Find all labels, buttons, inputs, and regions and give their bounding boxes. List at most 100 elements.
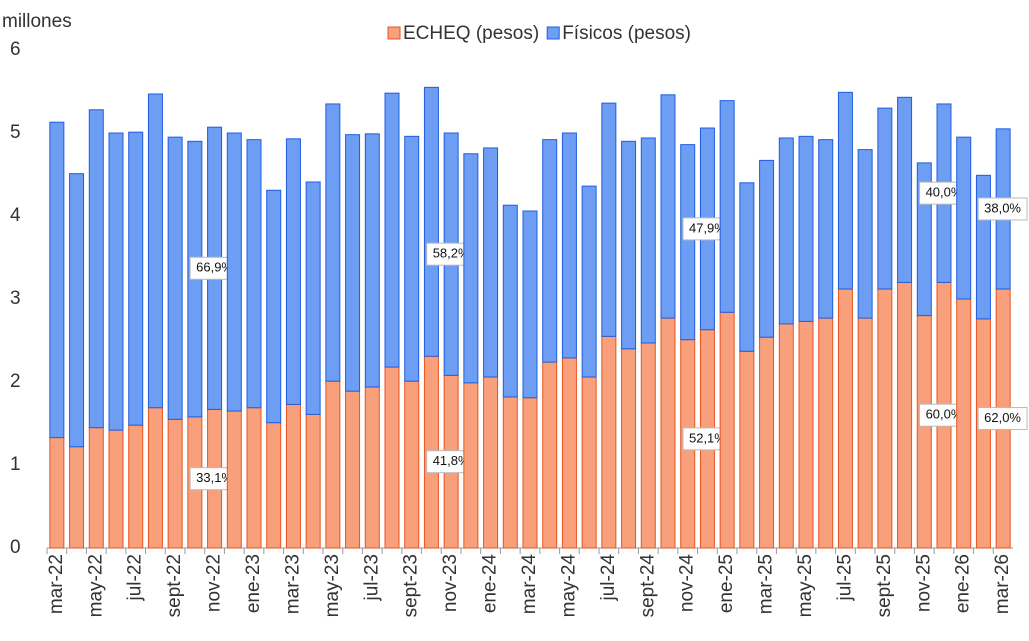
bar-segment xyxy=(640,342,656,549)
bar-segment xyxy=(640,137,656,344)
bar-segment xyxy=(167,136,183,420)
x-tick-label: nov-25 xyxy=(913,554,934,612)
bar-segment xyxy=(325,103,341,382)
x-tick-label: jul-22 xyxy=(125,554,146,601)
bar-segment xyxy=(69,446,85,549)
legend-label: ECHEQ (pesos) xyxy=(403,23,539,44)
bar-segment xyxy=(798,320,814,549)
bar-segment xyxy=(778,323,794,549)
share-label: 47,9% xyxy=(689,220,726,235)
bar-segment xyxy=(719,311,735,549)
bar-segment xyxy=(147,407,163,549)
x-tick-label: ene-23 xyxy=(243,554,264,613)
bar-segment xyxy=(502,396,518,549)
bar-segment xyxy=(246,407,262,549)
x-tick-label: nov-22 xyxy=(204,554,225,612)
bar-segment xyxy=(818,317,834,549)
y-tick-label: 0 xyxy=(10,537,21,558)
y-tick-label: 2 xyxy=(10,371,21,392)
x-tick-label: may-23 xyxy=(322,554,343,617)
bar-segment xyxy=(364,133,380,388)
share-label: 33,1% xyxy=(196,470,233,485)
x-tick-label: ene-24 xyxy=(480,554,501,614)
x-tick-label: sept-23 xyxy=(401,554,422,617)
x-tick-label: sept-25 xyxy=(874,554,895,617)
share-label: 62,0% xyxy=(984,410,1021,425)
bar-segment xyxy=(226,132,242,412)
bar-segment xyxy=(502,204,518,398)
bar-segment xyxy=(364,386,380,549)
bar-segment xyxy=(956,298,972,549)
share-label-box xyxy=(977,407,1028,431)
share-label: 40,0% xyxy=(926,185,963,200)
bar-segment xyxy=(916,315,932,549)
bar-segment xyxy=(778,137,794,325)
bar-segment xyxy=(88,427,104,549)
bar-segment xyxy=(601,335,617,549)
bar-segment xyxy=(285,138,301,405)
bar-segment xyxy=(897,96,913,283)
bar-segment xyxy=(226,410,242,549)
bar-segment xyxy=(581,376,597,549)
y-tick-label: 4 xyxy=(10,205,21,226)
bar-segment xyxy=(837,288,853,549)
bar-segment xyxy=(305,413,321,549)
share-label: 66,9% xyxy=(196,260,233,275)
bar-segment xyxy=(108,429,124,549)
share-label: 38,0% xyxy=(984,200,1021,215)
bar-segment xyxy=(877,288,893,549)
bar-segment xyxy=(49,121,65,439)
bar-segment xyxy=(601,102,617,337)
x-tick-label: ene-25 xyxy=(716,554,737,613)
x-tick-label: sept-24 xyxy=(637,554,658,618)
bar-segment xyxy=(660,317,676,549)
bar-segment xyxy=(719,100,735,313)
bar-segment xyxy=(857,317,873,549)
bar-segment xyxy=(975,318,991,549)
x-tick-label: nov-24 xyxy=(677,554,698,613)
x-tick-label: mar-26 xyxy=(992,554,1013,614)
bar-segment xyxy=(384,92,400,368)
bar-segment xyxy=(542,139,558,363)
bar-segment xyxy=(305,181,321,415)
x-tick-label: sept-22 xyxy=(164,554,185,617)
legend-label: Físicos (pesos) xyxy=(562,23,691,44)
x-tick-label: may-25 xyxy=(795,554,816,617)
bar-segment xyxy=(345,134,361,392)
bar-segment xyxy=(404,380,420,549)
bar-segment xyxy=(897,281,913,549)
bar-segment xyxy=(877,107,893,290)
x-tick-label: jul-24 xyxy=(598,554,619,602)
bar-segment xyxy=(246,139,262,409)
x-tick-label: mar-25 xyxy=(756,554,777,614)
bar-segment xyxy=(345,390,361,549)
bar-segment xyxy=(837,91,853,290)
y-axis-label: millones xyxy=(2,11,72,32)
legend-swatch xyxy=(387,26,401,40)
share-label: 58,2% xyxy=(433,246,470,261)
x-tick-label: mar-23 xyxy=(282,554,303,614)
share-label-box xyxy=(977,197,1028,221)
bar-segment xyxy=(463,153,479,384)
y-tick-label: 6 xyxy=(10,39,21,60)
bar-segment xyxy=(739,350,755,549)
bar-segment xyxy=(266,189,282,424)
bar-segment xyxy=(561,357,577,549)
bar-segment xyxy=(463,382,479,549)
bar-segment xyxy=(483,376,499,549)
legend-swatch xyxy=(546,26,560,40)
x-tick-label: mar-22 xyxy=(46,554,67,614)
bar-segment xyxy=(739,182,755,352)
bar-segment xyxy=(975,174,991,320)
bar-segment xyxy=(128,424,144,549)
x-tick-label: nov-23 xyxy=(440,554,461,612)
x-tick-label: may-24 xyxy=(558,554,579,618)
bar-segment xyxy=(483,147,499,378)
y-tick-label: 1 xyxy=(10,454,21,475)
bar-segment xyxy=(581,185,597,378)
bar-segment xyxy=(621,348,637,549)
x-tick-label: ene-26 xyxy=(953,554,974,613)
x-tick-label: may-22 xyxy=(85,554,106,617)
bar-segment xyxy=(522,397,538,549)
